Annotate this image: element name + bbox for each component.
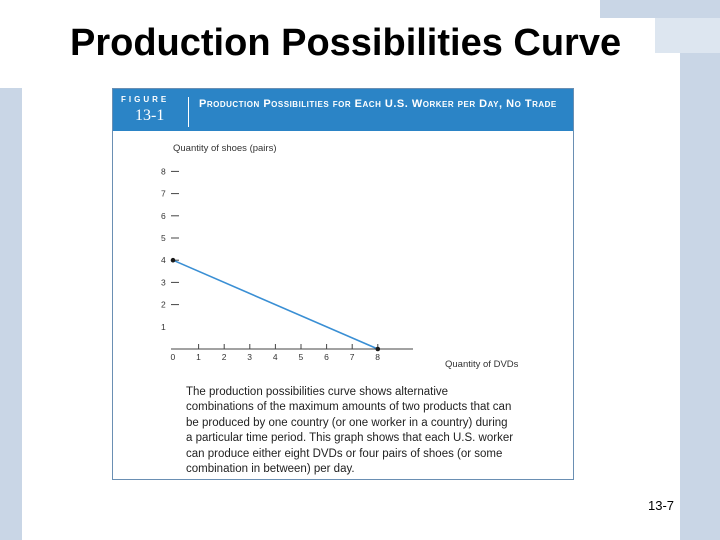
- x-tick-label: 5: [299, 352, 304, 362]
- x-tick-label: 0: [171, 352, 176, 362]
- x-tick-label: 3: [247, 352, 252, 362]
- y-tick-label: 8: [161, 166, 166, 176]
- y-tick-label: 1: [161, 322, 166, 332]
- textbook-figure: FIGURE 13-1 Production Possibilities for…: [112, 88, 574, 480]
- y-tick-label: 6: [161, 211, 166, 221]
- x-tick-label: 8: [375, 352, 380, 362]
- figure-caption: The production possibilities curve shows…: [186, 386, 514, 476]
- figure-title: Production Possibilities for Each U.S. W…: [199, 98, 557, 110]
- decorative-left-bar: [0, 88, 22, 540]
- ppc-endpoint: [170, 257, 176, 263]
- figure-label: FIGURE: [121, 95, 170, 104]
- ppc-endpoint: [375, 346, 381, 352]
- y-tick-label: 7: [161, 189, 166, 199]
- x-tick-label: 4: [273, 352, 278, 362]
- x-tick-label: 6: [324, 352, 329, 362]
- y-tick-label: 2: [161, 300, 166, 310]
- decorative-right-bar: [680, 0, 720, 540]
- y-tick-label: 3: [161, 277, 166, 287]
- y-tick-label: 5: [161, 233, 166, 243]
- figure-header-divider: [188, 97, 189, 127]
- x-tick-label: 2: [222, 352, 227, 362]
- x-tick-label: 7: [350, 352, 355, 362]
- x-axis-label: Quantity of DVDs: [445, 359, 519, 370]
- x-tick-label: 1: [196, 352, 201, 362]
- decorative-top-right-block: [600, 0, 720, 18]
- figure-header: FIGURE 13-1 Production Possibilities for…: [113, 89, 573, 131]
- ppc-line: [172, 259, 379, 350]
- ppc-series: [170, 257, 381, 352]
- production-possibilities-chart: Quantity of shoes (pairs) Quantity of DV…: [161, 143, 519, 370]
- decorative-top-right-block-light: [655, 18, 720, 53]
- figure-number: 13-1: [135, 107, 165, 124]
- y-axis-ticks: 1 2 3 4 5 6 7 8: [161, 166, 179, 332]
- y-tick-label: 4: [161, 255, 166, 265]
- slide-number: 13-7: [648, 498, 675, 513]
- slide-title: Production Possibilities Curve: [70, 22, 622, 64]
- x-axis-ticks: 0 1 2 3 4 5 6 7 8: [171, 344, 380, 362]
- y-axis-label: Quantity of shoes (pairs): [173, 143, 277, 154]
